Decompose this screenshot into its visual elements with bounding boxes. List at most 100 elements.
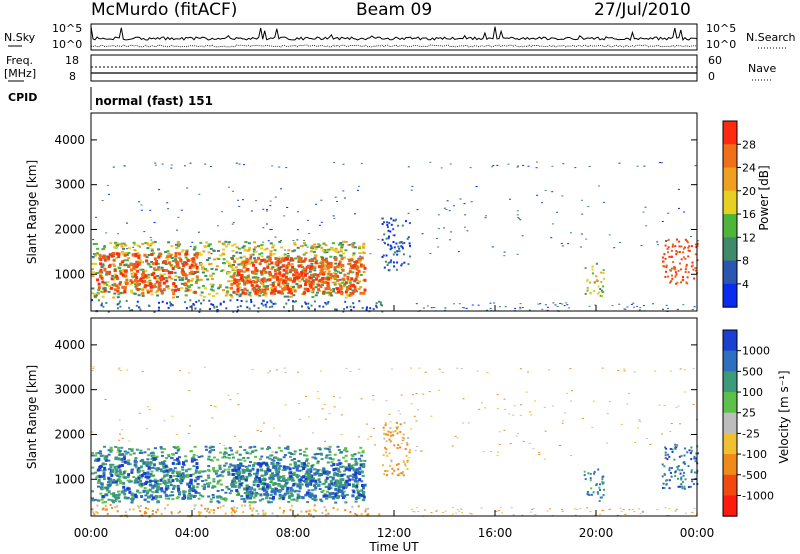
echo-cell bbox=[228, 262, 231, 265]
echo-cell bbox=[147, 304, 150, 307]
echo-cell bbox=[207, 257, 211, 260]
echo-cell bbox=[342, 473, 346, 476]
echo-cell bbox=[333, 274, 337, 278]
echo-cell bbox=[476, 370, 479, 372]
echo-cell bbox=[104, 505, 107, 507]
echo-cell bbox=[519, 303, 522, 305]
echo-cell bbox=[669, 471, 672, 474]
echo-cell bbox=[134, 262, 137, 266]
echo-cell bbox=[342, 285, 346, 288]
echo-cell bbox=[210, 509, 213, 512]
echo-cell bbox=[339, 479, 343, 483]
echo-cell bbox=[311, 432, 314, 434]
echo-cell bbox=[355, 260, 359, 264]
echo-cell bbox=[262, 299, 265, 302]
echo-cell bbox=[297, 478, 301, 481]
echo-cell bbox=[231, 223, 234, 225]
echo-cell bbox=[268, 275, 272, 277]
echo-cell bbox=[172, 487, 175, 490]
echo-cell bbox=[99, 452, 103, 455]
echo-cell bbox=[593, 290, 595, 292]
echo-cell bbox=[258, 458, 262, 461]
echo-cell bbox=[358, 300, 361, 303]
echo-cell bbox=[310, 464, 314, 468]
echo-cell bbox=[256, 276, 260, 279]
echo-cell bbox=[401, 246, 404, 249]
echo-cell bbox=[400, 241, 403, 243]
echo-cell bbox=[460, 368, 463, 370]
echo-cell bbox=[388, 235, 390, 238]
echo-cell bbox=[686, 240, 689, 243]
echo-cell bbox=[658, 404, 661, 406]
echo-cell bbox=[562, 163, 565, 165]
echo-cell bbox=[619, 242, 621, 243]
echo-cell bbox=[142, 461, 146, 465]
echo-cell bbox=[316, 469, 320, 473]
echo-cell bbox=[593, 472, 596, 475]
echo-cell bbox=[155, 468, 159, 472]
echo-cell bbox=[127, 459, 131, 462]
echo-cell bbox=[351, 283, 355, 287]
echo-cell bbox=[262, 461, 266, 465]
echo-cell bbox=[184, 256, 188, 259]
echo-cell bbox=[248, 493, 252, 497]
echo-cell bbox=[406, 443, 409, 446]
echo-cell bbox=[329, 291, 332, 295]
echo-cell bbox=[451, 507, 454, 509]
echo-cell bbox=[119, 281, 123, 284]
echo-cell bbox=[408, 457, 411, 459]
echo-cell bbox=[184, 274, 188, 278]
echo-cell bbox=[290, 504, 293, 507]
echo-cell bbox=[385, 237, 388, 240]
echo-cell bbox=[485, 215, 487, 217]
echo-cell bbox=[165, 469, 169, 473]
echo-cell bbox=[354, 497, 358, 500]
echo-cell bbox=[175, 243, 178, 246]
echo-cell bbox=[131, 275, 135, 278]
echo-cell bbox=[178, 278, 182, 281]
echo-cell bbox=[167, 208, 170, 210]
echo-cell bbox=[103, 256, 106, 260]
echo-cell bbox=[297, 229, 299, 231]
power-panel-frame bbox=[90, 112, 698, 312]
echo-cell bbox=[257, 256, 260, 260]
echo-cell bbox=[392, 219, 395, 222]
echo-cell bbox=[298, 449, 302, 452]
echo-cell bbox=[532, 448, 535, 450]
echo-cell bbox=[311, 456, 315, 459]
echo-cell bbox=[669, 281, 672, 284]
colorbar-tick-label: -25 bbox=[742, 427, 760, 440]
echo-cell bbox=[263, 470, 267, 472]
echo-cell bbox=[601, 496, 603, 499]
echo-cell bbox=[462, 422, 464, 424]
echo-cell bbox=[365, 423, 368, 425]
echo-cell bbox=[107, 193, 110, 195]
echo-cell bbox=[602, 509, 605, 511]
echo-cell bbox=[359, 446, 363, 449]
echo-cell bbox=[325, 513, 328, 516]
echo-cell bbox=[240, 288, 244, 291]
echo-cell bbox=[597, 292, 599, 295]
echo-cell bbox=[113, 288, 117, 292]
echo-cell bbox=[690, 245, 693, 248]
echo-cell bbox=[556, 211, 558, 213]
echo-cell bbox=[291, 488, 295, 492]
echo-cell bbox=[381, 238, 384, 241]
echo-cell bbox=[276, 258, 280, 262]
echo-cell bbox=[300, 483, 304, 486]
echo-cell bbox=[292, 482, 296, 486]
echo-cell bbox=[386, 224, 389, 226]
echo-cell bbox=[672, 243, 674, 246]
echo-cell bbox=[418, 367, 421, 369]
echo-cell bbox=[170, 271, 174, 274]
echo-cell bbox=[683, 462, 686, 465]
echo-cell bbox=[270, 261, 274, 265]
echo-cell bbox=[207, 507, 209, 510]
echo-cell bbox=[256, 429, 259, 431]
echo-cell bbox=[235, 246, 239, 249]
echo-cell bbox=[334, 262, 338, 265]
echo-cell bbox=[626, 403, 629, 405]
echo-cell bbox=[271, 451, 274, 453]
echo-cell bbox=[589, 479, 592, 482]
echo-cell bbox=[430, 307, 433, 309]
